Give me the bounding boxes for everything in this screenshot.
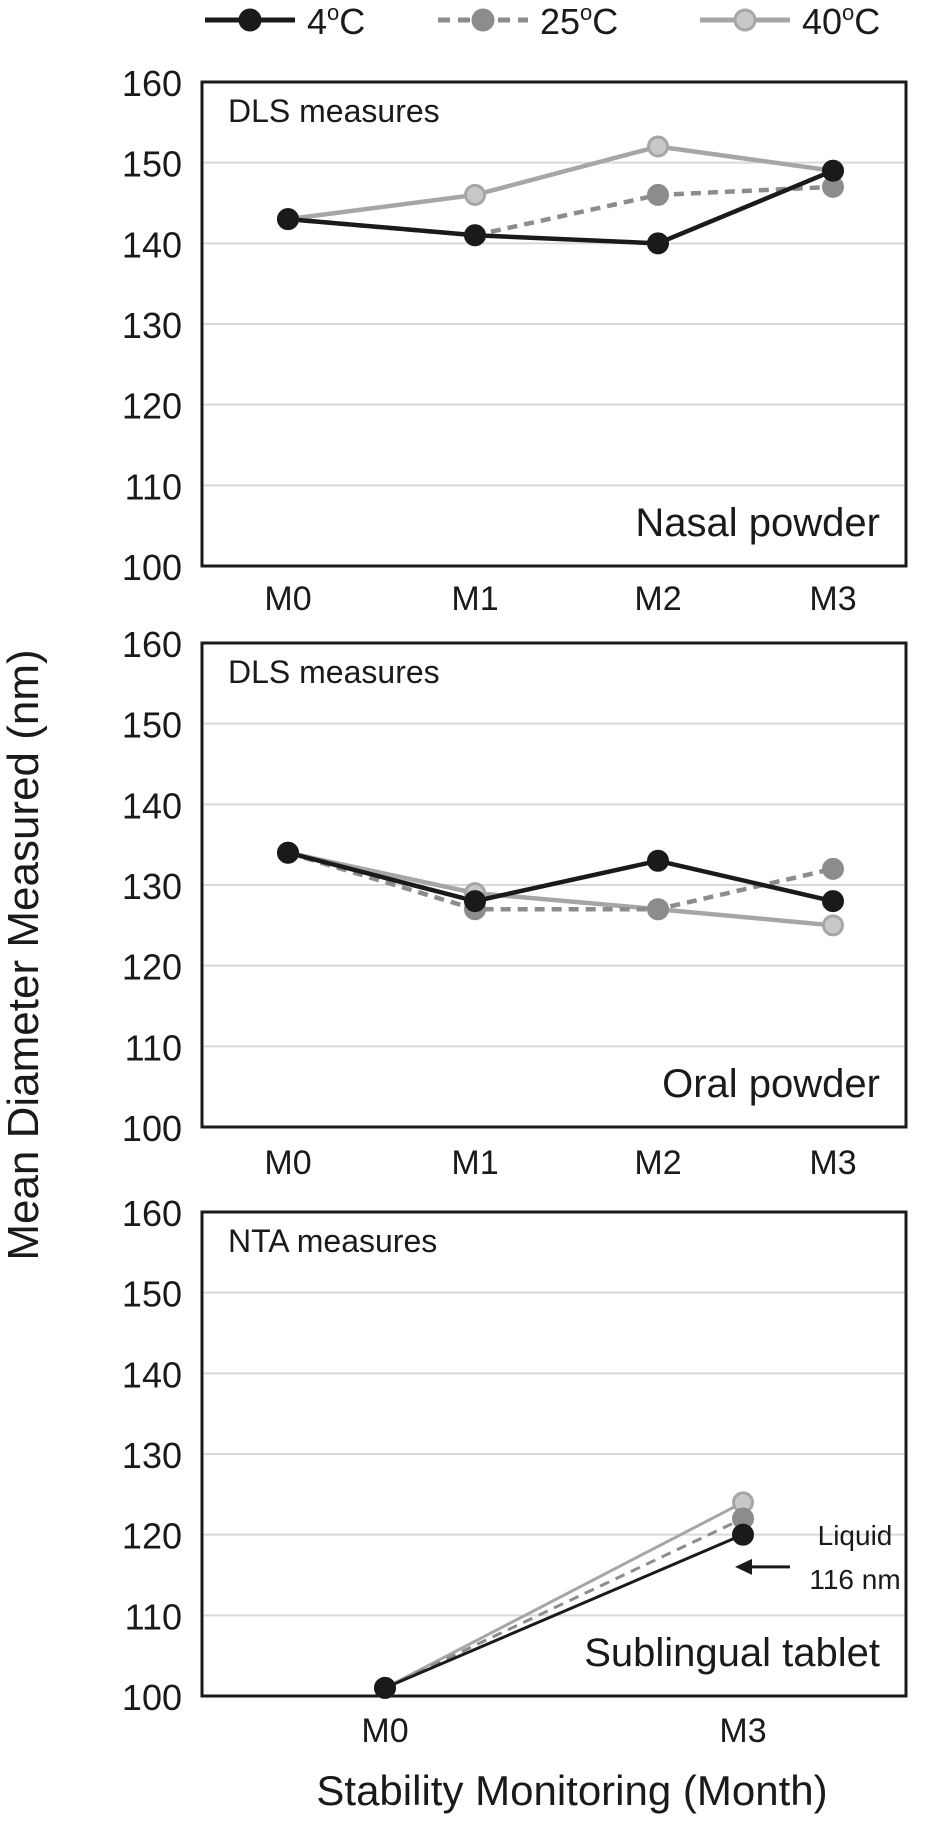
y-tick-label: 130 <box>122 305 182 346</box>
data-point <box>464 890 486 913</box>
y-tick-label: 100 <box>122 547 182 588</box>
y-tick-label: 130 <box>122 1435 182 1476</box>
x-tick-label: M0 <box>361 1712 408 1750</box>
plot-frame <box>200 80 908 568</box>
panel-title: NTA measures <box>228 1223 437 1259</box>
y-tick-label: 160 <box>122 1193 182 1234</box>
series-line-1 <box>384 1517 744 1690</box>
legend-marker <box>471 8 495 32</box>
panels: 100 110 120 130 140 150 160 M0 M1 M2 M3 DLS measure… <box>122 63 908 1750</box>
legend-marker <box>238 8 262 32</box>
panel-subtitle: Sublingual tablet <box>584 1631 880 1675</box>
y-axis-label: Mean Diameter Measured (nm) <box>0 649 48 1260</box>
y-tick-label: 110 <box>125 1596 182 1637</box>
data-point <box>822 159 844 182</box>
data-point <box>277 841 299 864</box>
y-tick-label: 120 <box>122 1516 182 1557</box>
y-tick-label: 100 <box>122 1108 182 1149</box>
x-tick-label: M2 <box>634 1144 681 1182</box>
data-point <box>464 183 486 206</box>
data-point <box>822 914 844 937</box>
y-tick-label: 140 <box>122 785 182 826</box>
legend-label-unit: C <box>592 1 618 42</box>
y-tick-label: 110 <box>125 466 182 507</box>
liquid-annotation: Liquid 116 nm <box>735 1520 901 1595</box>
legend-label: 40oC <box>802 0 880 42</box>
legend-label-base: 4 <box>307 1 327 42</box>
x-tick-label: M0 <box>264 580 311 618</box>
y-tick-label: 150 <box>122 144 182 185</box>
y-tick-label: 120 <box>122 947 182 988</box>
series-line-1 <box>287 850 834 912</box>
arrow-head <box>735 1558 752 1575</box>
data-point <box>822 890 844 913</box>
y-tick-label: 100 <box>122 1677 182 1718</box>
plot-frame <box>200 1210 908 1698</box>
data-point <box>464 224 486 247</box>
data-point <box>647 849 669 872</box>
data-point <box>647 898 669 921</box>
series-line-0 <box>384 1533 744 1690</box>
data-point <box>277 208 299 231</box>
annotation-line2: 116 nm <box>809 1564 900 1595</box>
series-line-2 <box>287 850 834 928</box>
series-line-0 <box>287 168 834 246</box>
data-point <box>374 1676 396 1699</box>
y-tick-label: 160 <box>122 624 182 665</box>
panel-0: 100 110 120 130 140 150 160 M0 M1 M2 M3 DLS measure… <box>122 63 908 618</box>
data-point <box>647 232 669 255</box>
legend-item-1: 25oC <box>438 0 618 42</box>
data-point <box>647 135 669 158</box>
legend-item-0: 4oC <box>205 0 365 42</box>
data-point <box>732 1523 754 1546</box>
x-tick-label: M3 <box>719 1712 766 1750</box>
x-tick-label: M3 <box>809 1144 856 1182</box>
legend-label-sup: o <box>327 0 339 25</box>
legend: 4oC 25oC 40oC <box>205 0 880 42</box>
series-line-2 <box>287 144 834 222</box>
data-point <box>822 857 844 880</box>
legend-item-2: 40oC <box>700 0 880 42</box>
x-tick-label: M2 <box>634 580 681 618</box>
legend-label-base: 40 <box>802 1 842 42</box>
panel-title: DLS measures <box>228 654 440 690</box>
plot-frame <box>200 641 908 1129</box>
y-tick-label: 110 <box>125 1027 182 1068</box>
panel-subtitle: Oral powder <box>662 1062 880 1106</box>
legend-label-unit: C <box>339 1 365 42</box>
y-tick-label: 140 <box>122 224 182 265</box>
legend-marker <box>733 8 757 32</box>
x-tick-label: M0 <box>264 1144 311 1182</box>
legend-label-sup: o <box>580 0 592 25</box>
annotation-line1: Liquid <box>818 1520 893 1551</box>
panel-title: DLS measures <box>228 93 440 129</box>
legend-label: 4oC <box>307 0 365 42</box>
x-tick-label: M1 <box>451 580 498 618</box>
panel-1: 100 110 120 130 140 150 160 M0 M1 M2 M3 DLS measure… <box>122 624 908 1182</box>
legend-label-sup: o <box>842 0 854 25</box>
panel-subtitle: Nasal powder <box>635 501 880 545</box>
panel-2: 100 110 120 130 140 150 160 M0 M3 NTA measures Sub… <box>122 1193 908 1750</box>
data-point <box>647 183 669 206</box>
y-tick-label: 160 <box>122 63 182 104</box>
series-line-2 <box>384 1501 744 1690</box>
y-tick-label: 130 <box>122 866 182 907</box>
y-tick-label: 120 <box>122 386 182 427</box>
x-axis-label: Stability Monitoring (Month) <box>316 1767 827 1814</box>
x-tick-label: M1 <box>451 1144 498 1182</box>
legend-label-base: 25 <box>540 1 580 42</box>
y-tick-label: 150 <box>122 1274 182 1315</box>
y-tick-label: 150 <box>122 705 182 746</box>
legend-label: 25oC <box>540 0 618 42</box>
x-tick-label: M3 <box>809 580 856 618</box>
series-line-0 <box>287 850 834 904</box>
legend-label-unit: C <box>854 1 880 42</box>
y-tick-label: 140 <box>122 1354 182 1395</box>
